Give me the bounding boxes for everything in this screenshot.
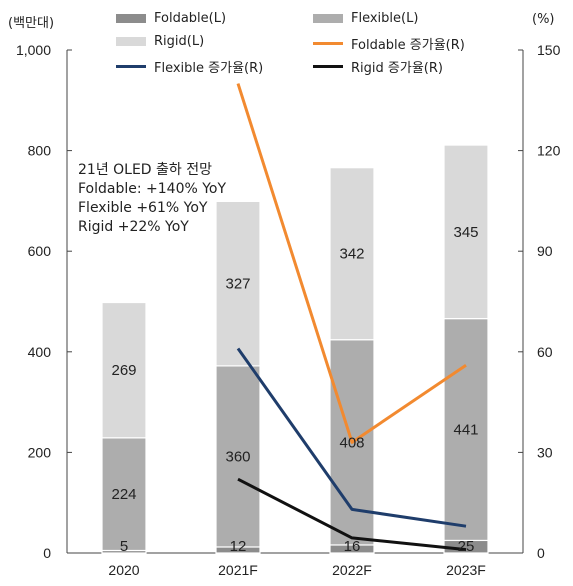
right-tick-label: 60: [537, 344, 553, 360]
right-tick-label: 120: [537, 143, 561, 159]
legend-swatch-rigid-line: [313, 65, 343, 68]
legend-swatch-foldable-bar: [116, 14, 146, 23]
bar-data-label: 327: [225, 276, 250, 293]
left-tick-label: 400: [28, 344, 52, 360]
legend-label: Flexible(L): [351, 11, 419, 26]
bar-data-label: 224: [111, 486, 136, 503]
left-tick-label: 600: [28, 243, 52, 259]
bar-segment: [101, 301, 147, 439]
right-tick-label: 150: [537, 42, 561, 58]
x-tick-label: 2021F: [218, 562, 258, 578]
chart-annotation: 21년 OLED 출하 전망 Foldable: +140% YoY Flexi…: [78, 161, 226, 237]
legend-swatch-rigid-bar: [116, 37, 146, 46]
legend-label: Foldable 증가율(R): [351, 38, 465, 53]
bar-segment: [443, 318, 489, 542]
annotation-line: Flexible +61% YoY: [78, 200, 208, 216]
x-tick-label: 2022F: [332, 562, 372, 578]
right-tick-label: 90: [537, 243, 553, 259]
bar-data-label: 408: [339, 434, 364, 451]
bar-segment: [101, 437, 147, 552]
left-tick-label: 800: [28, 143, 52, 159]
line-series: [237, 477, 467, 552]
bar-data-label: 25: [458, 538, 475, 555]
legend-rigid-bar: Rigid(L): [116, 34, 204, 49]
legend-label: Rigid(L): [154, 34, 205, 49]
bar-data-label: 360: [225, 448, 250, 465]
left-axis-unit: (백만대): [8, 16, 55, 31]
legend-label: Rigid 증가율(R): [351, 61, 443, 76]
legend-flexible-line: Flexible 증가율(R): [116, 57, 263, 76]
right-tick-label: 0: [537, 545, 545, 561]
right-tick-label: 30: [537, 444, 553, 460]
bar-segment: [329, 167, 375, 341]
line-series: [236, 347, 467, 528]
bar-data-label: 12: [230, 538, 247, 555]
legend-swatch-flexible-bar: [313, 14, 343, 23]
legend-rigid-line: Rigid 증가율(R): [313, 57, 443, 76]
bar-data-label: 441: [453, 422, 478, 439]
legend-foldable-line: Foldable 증가율(R): [313, 34, 465, 53]
bar-data-label: 342: [339, 246, 364, 263]
bar-segment: [443, 144, 489, 320]
annotation-line: Foldable: +140% YoY: [78, 181, 227, 197]
annotation-line: Rigid +22% YoY: [78, 219, 189, 235]
legend-flexible-bar: Flexible(L): [313, 11, 418, 26]
bar-segment: [215, 365, 261, 548]
bar-data-label: 16: [344, 538, 361, 555]
legend-swatch-flexible-line: [116, 65, 146, 68]
left-tick-label: 0: [43, 545, 51, 561]
left-tick-label: 200: [28, 444, 52, 460]
legend-label: Foldable(L): [154, 11, 227, 26]
x-tick-label: 2020: [108, 562, 139, 578]
legend-label: Flexible 증가율(R): [154, 61, 264, 76]
bar-data-label: 269: [111, 362, 136, 379]
right-axis-unit: (%): [532, 12, 555, 27]
bar-data-label: 345: [453, 224, 478, 241]
legend-foldable-bar: Foldable(L): [116, 11, 226, 26]
legend-swatch-foldable-line: [313, 42, 343, 45]
bar-segment: [215, 200, 261, 367]
line-series: [236, 83, 467, 444]
bar-data-label: 5: [120, 538, 128, 555]
left-tick-label: 1,000: [16, 42, 51, 58]
x-tick-label: 2023F: [446, 562, 486, 578]
annotation-line: 21년 OLED 출하 전망: [78, 162, 213, 178]
